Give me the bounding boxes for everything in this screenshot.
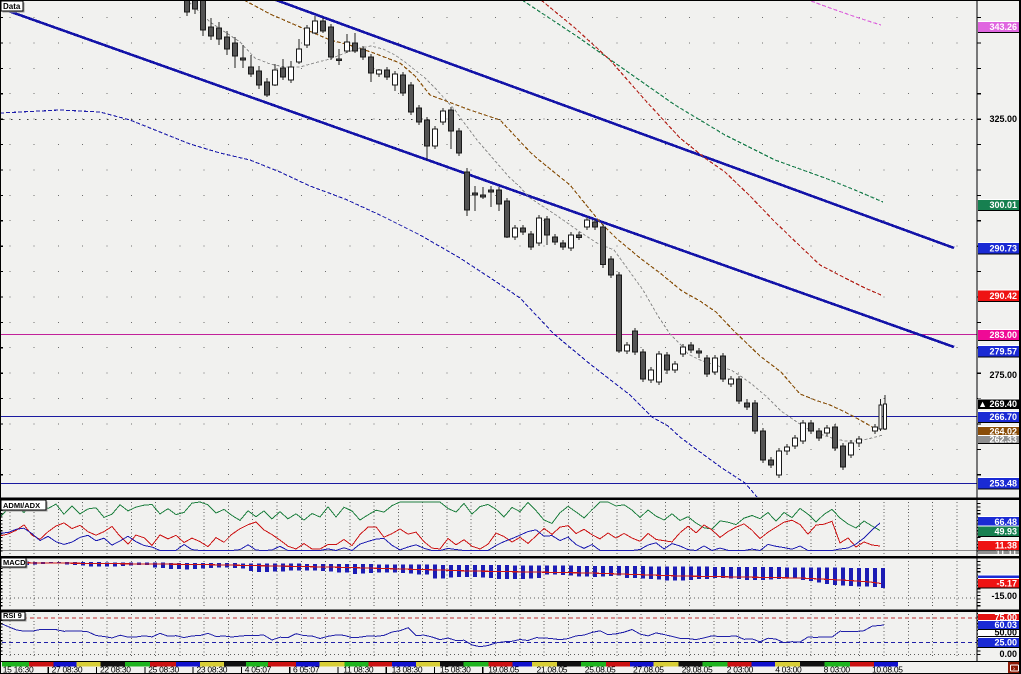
svg-text:27 08:30: 27 08:30 bbox=[52, 665, 83, 674]
svg-text:21.08.05: 21.08.05 bbox=[537, 665, 568, 674]
svg-text:RSI 9: RSI 9 bbox=[3, 611, 22, 620]
svg-text:-5.17: -5.17 bbox=[996, 579, 1017, 589]
svg-text:MACD: MACD bbox=[3, 558, 26, 567]
svg-text:15 08:30: 15 08:30 bbox=[440, 665, 471, 674]
svg-text:15 16:30: 15 16:30 bbox=[3, 665, 34, 674]
svg-text:283.00: 283.00 bbox=[989, 330, 1017, 340]
svg-text:8 03:00: 8 03:00 bbox=[824, 665, 851, 674]
svg-text:253.48: 253.48 bbox=[989, 478, 1017, 488]
svg-text:50.00: 50.00 bbox=[994, 628, 1017, 638]
svg-text:▲ 269.40: ▲ 269.40 bbox=[978, 399, 1017, 409]
svg-text:4 03:00: 4 03:00 bbox=[775, 665, 802, 674]
svg-text:11 08:30: 11 08:30 bbox=[343, 665, 374, 674]
svg-text:25 08:30: 25 08:30 bbox=[148, 665, 179, 674]
svg-text:2 03:00: 2 03:00 bbox=[727, 665, 754, 674]
svg-text:0.00: 0.00 bbox=[999, 649, 1017, 659]
svg-text:ADMI/ADX: ADMI/ADX bbox=[3, 501, 40, 510]
svg-text:›: › bbox=[1013, 667, 1015, 673]
svg-text:29.08.05: 29.08.05 bbox=[682, 665, 713, 674]
svg-text:-15.00: -15.00 bbox=[991, 591, 1017, 601]
svg-text:11.11: 11.11 bbox=[995, 547, 1017, 557]
svg-text:325.00: 325.00 bbox=[989, 114, 1017, 124]
svg-text:19.08.05: 19.08.05 bbox=[488, 665, 519, 674]
svg-text:13 08:30: 13 08:30 bbox=[392, 665, 423, 674]
svg-text:11.38: 11.38 bbox=[995, 541, 1017, 551]
svg-text:4 05:07: 4 05:07 bbox=[245, 665, 272, 674]
svg-text:290.73: 290.73 bbox=[989, 243, 1017, 253]
svg-text:300.01: 300.01 bbox=[989, 200, 1017, 210]
svg-text:27.08.05: 27.08.05 bbox=[633, 665, 664, 674]
svg-text:343.26: 343.26 bbox=[989, 22, 1017, 32]
svg-text:25.00: 25.00 bbox=[994, 638, 1017, 648]
svg-text:264.02: 264.02 bbox=[989, 427, 1017, 437]
svg-text:275.00: 275.00 bbox=[989, 370, 1017, 380]
svg-text:75.00: 75.00 bbox=[994, 613, 1017, 623]
svg-text:23 08:30: 23 08:30 bbox=[197, 665, 228, 674]
svg-text:66.48: 66.48 bbox=[994, 517, 1017, 527]
svg-text:22 08:30: 22 08:30 bbox=[100, 665, 131, 674]
svg-text:60.03: 60.03 bbox=[994, 620, 1017, 630]
svg-text:279.57: 279.57 bbox=[989, 346, 1017, 356]
svg-text:6 05:07: 6 05:07 bbox=[293, 665, 320, 674]
svg-text:290.42: 290.42 bbox=[989, 291, 1017, 301]
svg-text:25.08.05: 25.08.05 bbox=[585, 665, 616, 674]
svg-text:Data: Data bbox=[3, 2, 21, 11]
svg-text:262.33: 262.33 bbox=[989, 435, 1017, 445]
svg-text:49.93: 49.93 bbox=[994, 527, 1017, 537]
svg-text:266.70: 266.70 bbox=[989, 412, 1017, 422]
svg-text:10.08.05: 10.08.05 bbox=[872, 665, 903, 674]
